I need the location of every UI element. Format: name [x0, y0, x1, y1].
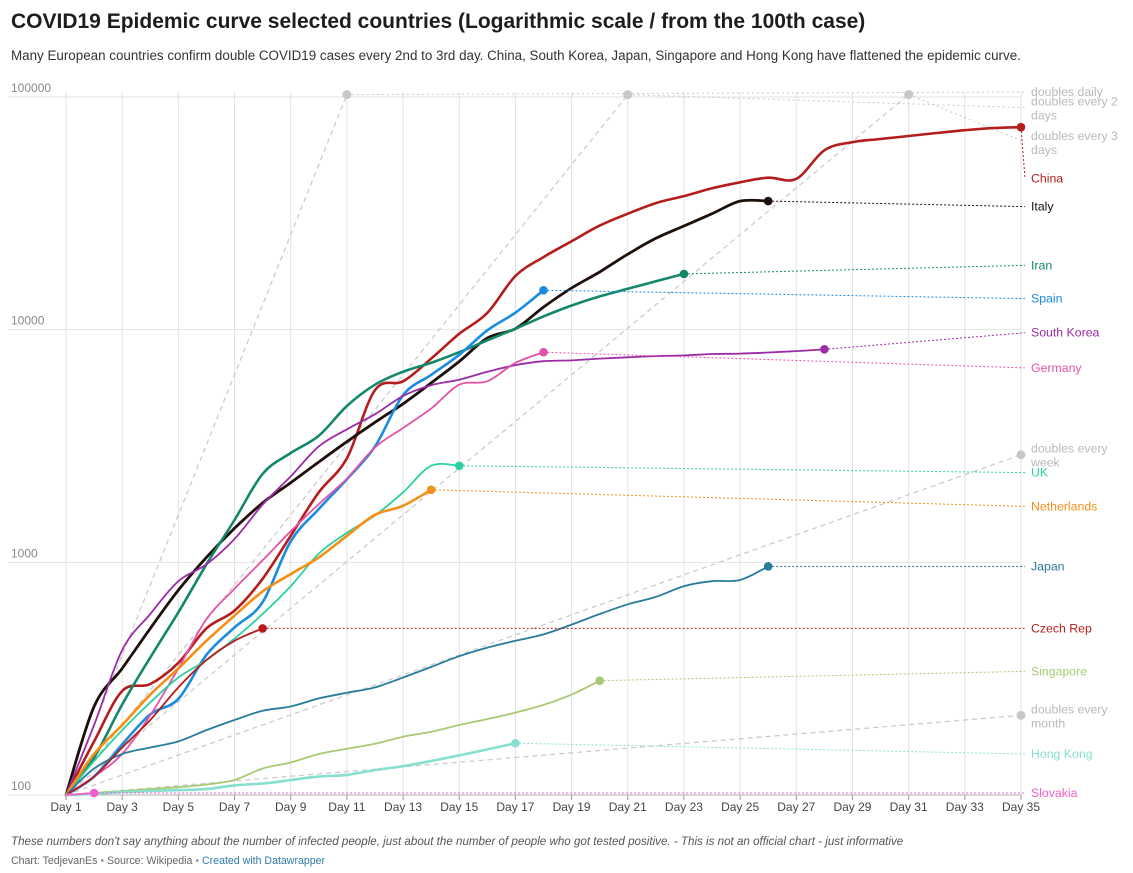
series-line	[65, 565, 770, 796]
reference-label-line: doubles every 3	[1031, 129, 1118, 143]
y-tick-label: 100000	[11, 81, 51, 95]
series-label: Singapore	[1031, 664, 1087, 678]
x-tick-label: Day 29	[833, 800, 871, 814]
series-leader-line	[599, 670, 1026, 682]
chart-subtitle: Many European countries confirm double C…	[11, 48, 1021, 63]
reference-label-line: days	[1031, 109, 1057, 123]
credit-separator: •	[100, 855, 105, 867]
x-tick-label: Day 5	[163, 800, 195, 814]
series-leader-line	[768, 200, 1026, 208]
reference-lines	[65, 90, 1026, 796]
reference-label-line: doubles every 2	[1031, 95, 1118, 109]
series-leader-line	[1020, 127, 1026, 179]
reference-leader-line	[908, 94, 1026, 143]
series-label: Slovakia	[1031, 786, 1078, 800]
series-line	[64, 289, 545, 797]
x-tick-label: Day 15	[440, 800, 478, 814]
datawrapper-link[interactable]: Created with Datawrapper	[202, 855, 326, 867]
chart-author: Chart: TedjevanEs	[11, 855, 98, 867]
reference-label-line: doubles every	[1031, 702, 1108, 716]
x-tick-label: Day 11	[328, 800, 365, 814]
series-line	[64, 125, 1023, 797]
x-tick-label: Day 19	[553, 800, 591, 814]
series-leader-line	[543, 351, 1026, 369]
axis-labels: 100 1000 10000 100000 Day 1 Day 3 Day 5 Day 7 Da…	[11, 81, 1040, 814]
x-tick-label: Day 3	[106, 800, 138, 814]
credit-separator: •	[195, 855, 200, 867]
series-line	[65, 351, 545, 796]
series-endpoint-dot	[820, 345, 829, 354]
reference-line	[65, 94, 629, 796]
series-label: Iran	[1031, 258, 1052, 272]
reference-label: doubles every 3 days	[1031, 129, 1118, 157]
series-lines	[64, 122, 1026, 798]
series-label: South Korea	[1031, 326, 1100, 340]
reference-leader-line	[346, 91, 1026, 96]
grid	[8, 92, 1022, 800]
x-tick-label: Day 35	[1002, 800, 1040, 814]
series-line	[64, 488, 433, 797]
footnote: These numbers don't say anything about t…	[11, 835, 904, 848]
reference-line	[65, 714, 1022, 796]
reference-line	[65, 94, 910, 796]
x-tick-label: Day 21	[609, 800, 647, 814]
reference-label-line: doubles daily	[1031, 85, 1104, 99]
series-leader-line	[683, 264, 1026, 275]
x-tick-label: Day 31	[890, 800, 928, 814]
series-leader-line	[431, 489, 1026, 507]
x-tick-label: Day 17	[496, 800, 534, 814]
reference-label: doubles every month	[1031, 702, 1108, 730]
chart-credits: Chart: TedjevanEs • Source: Wikipedia • …	[11, 855, 325, 867]
series-label: Hong Kong	[1031, 747, 1093, 761]
series-label: Netherlands	[1031, 499, 1097, 513]
reference-label-line: days	[1031, 143, 1057, 157]
series-leader-line	[459, 465, 1026, 474]
reference-label: doubles every week	[1030, 442, 1108, 470]
x-tick-label: Day 23	[665, 800, 703, 814]
reference-label: doubles every 2 days	[1031, 95, 1118, 123]
x-tick-label: Day 9	[275, 800, 307, 814]
series-line	[65, 348, 826, 796]
reference-label-line: doubles every	[1031, 442, 1108, 456]
x-tick-label: Day 27	[777, 800, 815, 814]
series-label: Germany	[1031, 361, 1082, 375]
series-label: Japan	[1031, 559, 1065, 573]
data-source: Source: Wikipedia	[107, 855, 193, 867]
chart-title: COVID19 Epidemic curve selected countrie…	[11, 10, 866, 33]
series-line	[65, 679, 601, 796]
series-leader-line	[543, 289, 1026, 300]
x-tick-label: Day 25	[721, 800, 759, 814]
series-label: UK	[1031, 466, 1049, 480]
series-line	[64, 198, 770, 797]
series-label: Spain	[1031, 292, 1063, 306]
x-tick-label: Day 1	[50, 800, 82, 814]
series-line	[64, 741, 517, 797]
x-tick-label: Day 33	[946, 800, 984, 814]
series-line	[65, 627, 264, 796]
series-label: Italy	[1031, 200, 1054, 214]
reference-label: doubles daily	[1031, 85, 1104, 99]
y-tick-label: 10000	[11, 314, 45, 328]
series-endpoint-dot	[89, 788, 99, 798]
reference-leader-line	[627, 94, 1026, 109]
series-label: Czech Rep	[1031, 621, 1092, 635]
reference-label-line: month	[1031, 716, 1065, 730]
series-endpoint-dot	[679, 269, 689, 279]
x-tick-label: Day 13	[384, 800, 422, 814]
y-tick-label: 1000	[11, 546, 38, 560]
series-line	[64, 272, 686, 797]
x-tick-label: Day 7	[219, 800, 251, 814]
series-label: China	[1031, 171, 1063, 185]
series-leader-line	[824, 332, 1026, 350]
y-tick-label: 100	[11, 779, 31, 793]
reference-label-line: week	[1030, 456, 1061, 470]
series-leader-line	[515, 742, 1026, 755]
series-line	[65, 462, 461, 796]
reference-line	[65, 454, 1022, 796]
